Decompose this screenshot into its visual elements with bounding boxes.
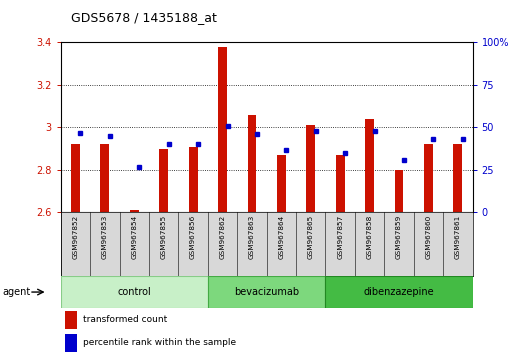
Text: dibenzazepine: dibenzazepine xyxy=(364,287,435,297)
Text: GSM967864: GSM967864 xyxy=(278,214,285,258)
Text: GSM967855: GSM967855 xyxy=(161,214,167,258)
Text: GSM967865: GSM967865 xyxy=(308,214,314,258)
Text: GSM967857: GSM967857 xyxy=(337,214,343,258)
Bar xyxy=(454,144,463,212)
Bar xyxy=(159,149,168,212)
Text: control: control xyxy=(117,287,151,297)
Text: GSM967853: GSM967853 xyxy=(102,214,108,258)
Bar xyxy=(248,115,256,212)
Text: transformed count: transformed count xyxy=(83,315,167,325)
Text: GSM967861: GSM967861 xyxy=(455,214,461,258)
Text: agent: agent xyxy=(3,287,31,297)
Bar xyxy=(208,276,325,308)
Text: GDS5678 / 1435188_at: GDS5678 / 1435188_at xyxy=(71,11,217,24)
Text: percentile rank within the sample: percentile rank within the sample xyxy=(83,338,237,348)
Text: bevacizumab: bevacizumab xyxy=(234,287,299,297)
Bar xyxy=(130,210,139,212)
Bar xyxy=(65,311,77,329)
Text: GSM967856: GSM967856 xyxy=(190,214,196,258)
Text: GSM967854: GSM967854 xyxy=(131,214,137,258)
Bar xyxy=(325,276,473,308)
Text: GSM967860: GSM967860 xyxy=(426,214,431,258)
Bar xyxy=(277,155,286,212)
Bar xyxy=(65,334,77,352)
Text: GSM967859: GSM967859 xyxy=(396,214,402,258)
Bar xyxy=(61,276,208,308)
Bar xyxy=(336,155,345,212)
Text: GSM967858: GSM967858 xyxy=(366,214,373,258)
Text: GSM967852: GSM967852 xyxy=(72,214,79,258)
Bar xyxy=(424,144,433,212)
Bar xyxy=(394,170,403,212)
Bar xyxy=(71,144,80,212)
Bar xyxy=(306,125,315,212)
Bar xyxy=(365,119,374,212)
Text: GSM967862: GSM967862 xyxy=(220,214,225,258)
Bar xyxy=(218,47,227,212)
Text: GSM967863: GSM967863 xyxy=(249,214,255,258)
Bar xyxy=(188,147,197,212)
Bar xyxy=(100,144,109,212)
